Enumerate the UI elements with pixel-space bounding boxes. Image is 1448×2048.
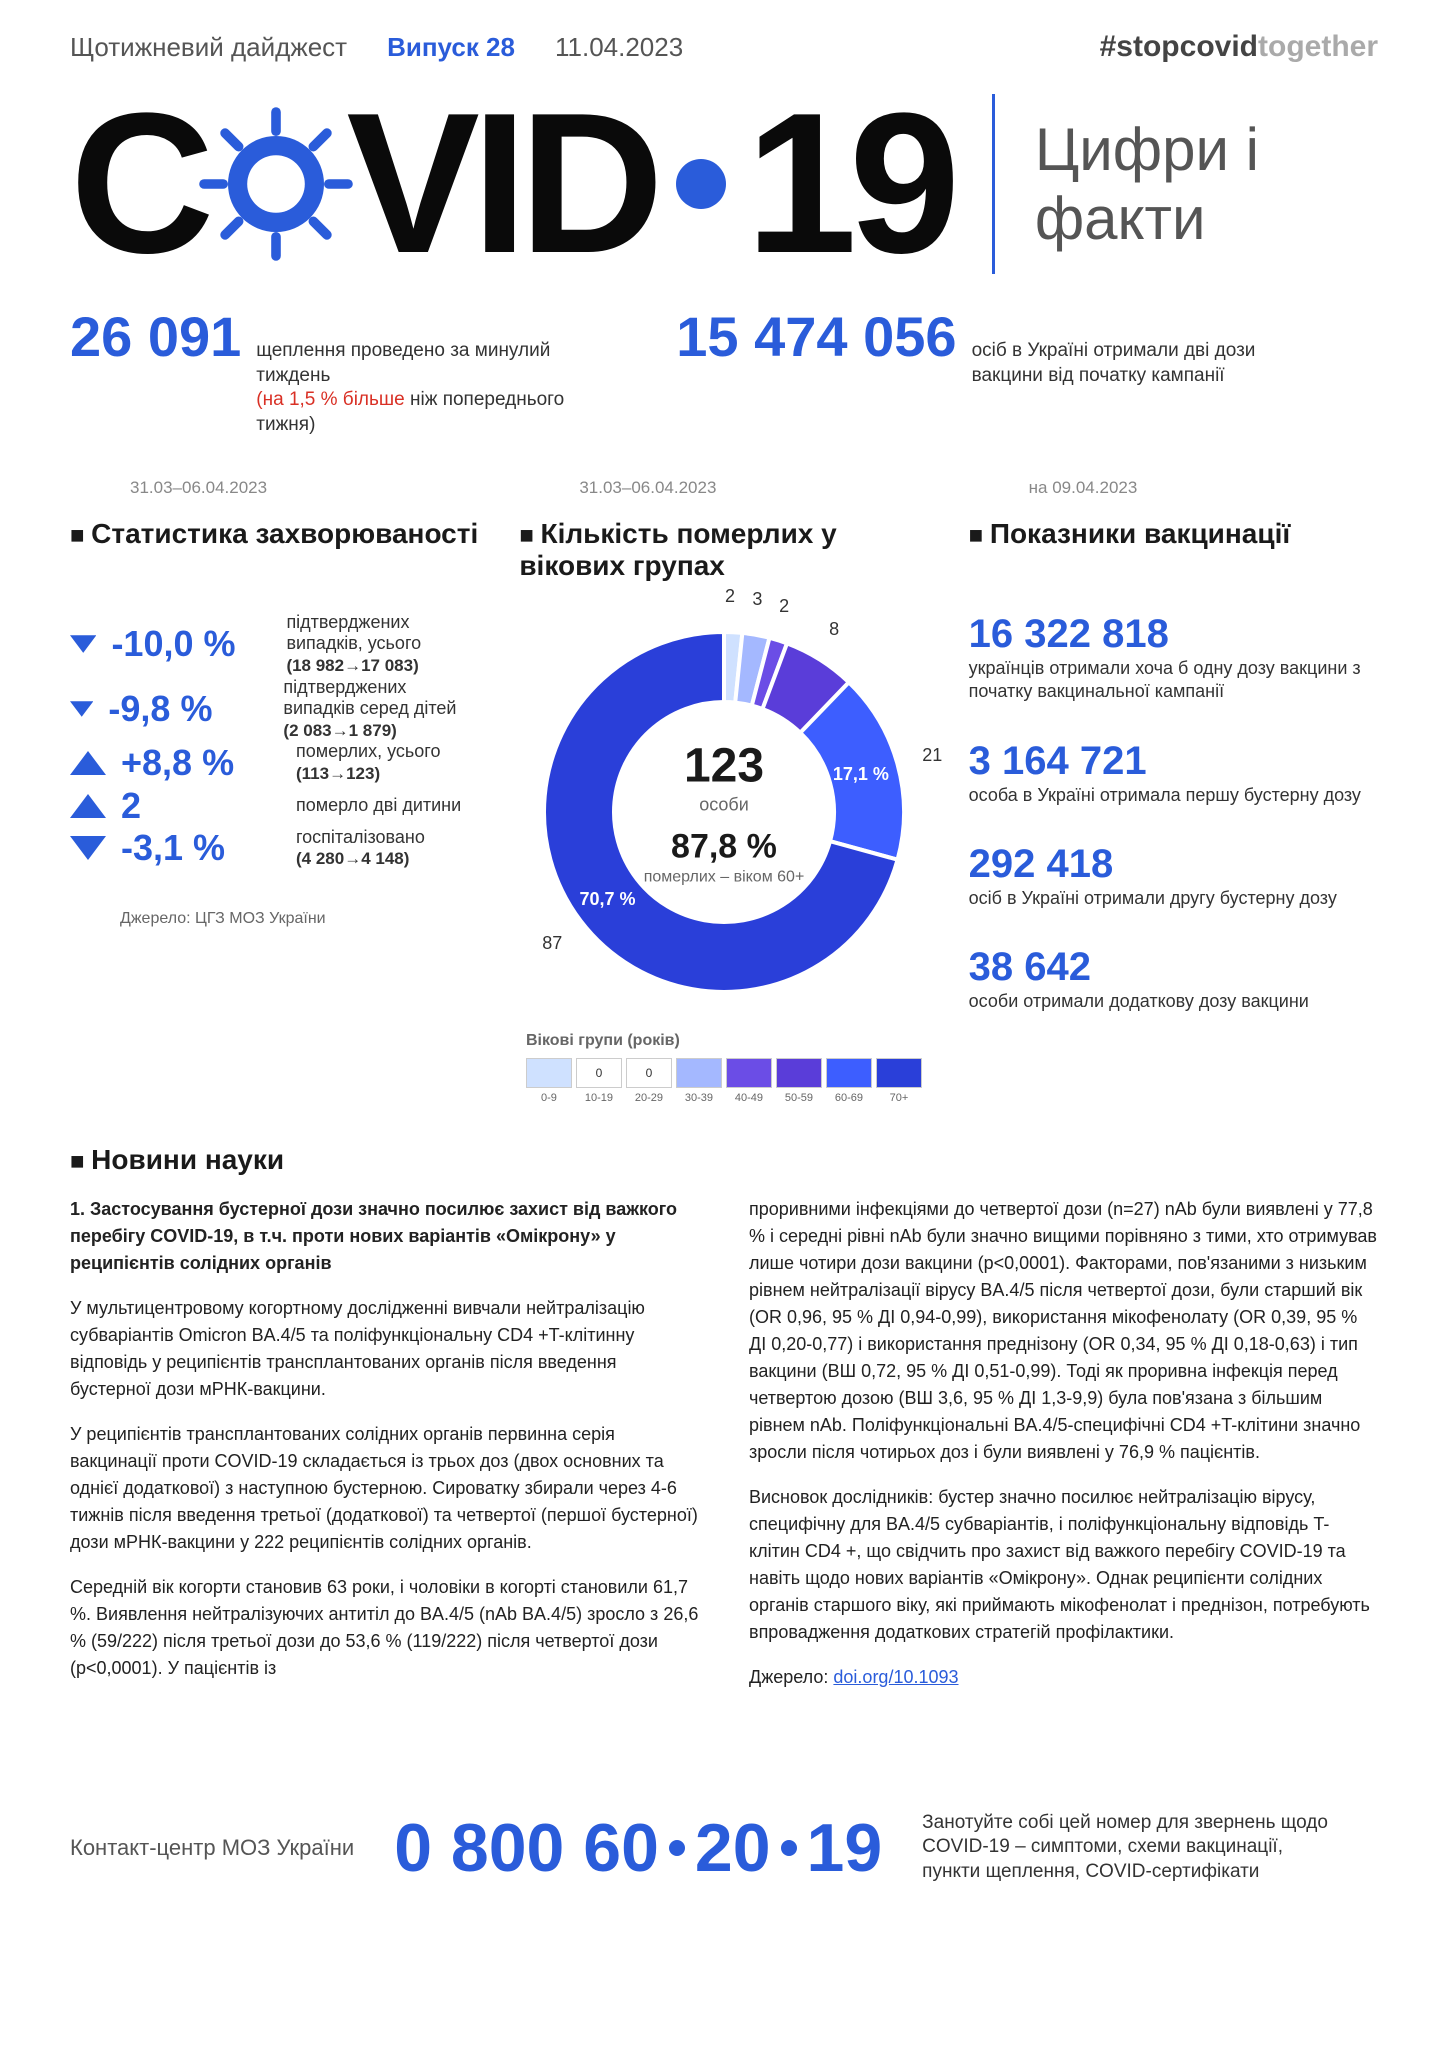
news-right-col: проривними інфекціями до четвертої дози … [749, 1196, 1378, 1709]
section-headers: Статистика захворюваності Кількість поме… [70, 518, 1378, 582]
divider [992, 94, 995, 274]
vaccination-stat: 16 322 818українців отримали хоча б одну… [969, 612, 1378, 704]
logo-row: C [70, 94, 1378, 274]
subtitle: Цифри і факти [1035, 115, 1378, 253]
top-stats-row: 26 091 щеплення проведено за минулий тиж… [70, 304, 1378, 438]
legend-box [826, 1058, 872, 1088]
donut-center: 123 особи 87,8 % померлих – віком 60+ [644, 737, 805, 886]
age-legend: Вікові групи (років) 00 0-910-1920-2930-… [526, 1032, 922, 1104]
news-section: Новини науки 1. Застосування бустерної д… [70, 1144, 1378, 1709]
slice-label: 8 [829, 619, 839, 640]
header-vaccination: Показники вакцинації [969, 518, 1378, 582]
legend-box [676, 1058, 722, 1088]
morbidity-item: 2померло дві дитини [70, 785, 479, 827]
morbidity-column: -10,0 %підтверджених випадків, усього(18… [70, 612, 479, 1104]
header-bar: Щотижневий дайджест Випуск 28 11.04.2023… [70, 30, 1378, 64]
covid-logo: C [70, 94, 952, 274]
dot-icon [781, 1840, 797, 1856]
news-left-col: 1. Застосування бустерної дози значно по… [70, 1196, 699, 1709]
morbidity-item: -3,1 %госпіталізовано(4 280→4 148) [70, 827, 479, 870]
morbidity-item: +8,8 %померлих, усього(113→123) [70, 741, 479, 784]
slice-label: 2 [779, 596, 789, 617]
contact-label: Контакт-центр МОЗ України [70, 1835, 354, 1861]
donut-column: 123 особи 87,8 % померлих – віком 60+ 23… [519, 612, 928, 1104]
footer-desc: Занотуйте собі цей номер для звернень що… [922, 1811, 1342, 1885]
legend-box: 0 [576, 1058, 622, 1088]
vaccination-column: 16 322 818українців отримали хоча б одну… [969, 612, 1378, 1104]
news-header: Новини науки [70, 1144, 1378, 1176]
slice-label: 2 [725, 586, 735, 607]
vaccination-stat: 292 418осіб в Україні отримали другу бус… [969, 842, 1378, 910]
slice-pct-label: 17,1 % [833, 764, 889, 785]
footer: Контакт-центр МОЗ України 0 800 60 20 19… [70, 1769, 1378, 1887]
dot-icon [676, 159, 726, 209]
morbidity-item: -10,0 %підтверджених випадків, усього(18… [70, 612, 479, 677]
section-dates: 31.03–06.04.2023 31.03–06.04.2023 на 09.… [70, 478, 1378, 498]
slice-pct-label: 70,7 % [579, 889, 635, 910]
stat-vaccinations-week: 26 091 щеплення проведено за минулий тиж… [70, 304, 616, 438]
source-label: Джерело: ЦГЗ МОЗ України [70, 910, 479, 928]
slice-label: 87 [542, 933, 562, 954]
virus-gear-icon [196, 104, 356, 264]
morbidity-item: -9,8 %підтверджених випадків серед дітей… [70, 677, 479, 742]
header-morbidity: Статистика захворюваності [70, 518, 479, 582]
header-deaths: Кількість померлих у вікових групах [519, 518, 928, 582]
vaccination-stat: 38 642особи отримали додаткову дозу вакц… [969, 945, 1378, 1013]
digest-label: Щотижневий дайджест [70, 32, 347, 63]
legend-box [876, 1058, 922, 1088]
donut-chart: 123 особи 87,8 % померлих – віком 60+ 23… [524, 612, 924, 1012]
doi-link[interactable]: doi.org/10.1093 [833, 1667, 958, 1687]
legend-box: 0 [626, 1058, 672, 1088]
vaccination-stat: 3 164 721особа в Україні отримала першу … [969, 739, 1378, 807]
main-grid: -10,0 %підтверджених випадків, усього(18… [70, 612, 1378, 1104]
stat-two-doses: 15 474 056 осіб в Україні отримали дві д… [676, 304, 1331, 438]
slice-label: 3 [752, 589, 762, 610]
legend-box [526, 1058, 572, 1088]
phone-number: 0 800 60 20 19 [394, 1809, 882, 1887]
hashtag: #stopcovidtogether [1100, 30, 1378, 64]
legend-box [776, 1058, 822, 1088]
legend-box [726, 1058, 772, 1088]
issue-date: 11.04.2023 [555, 32, 683, 63]
issue-number: Випуск 28 [387, 32, 515, 63]
dot-icon [669, 1840, 685, 1856]
slice-label: 21 [922, 745, 942, 766]
